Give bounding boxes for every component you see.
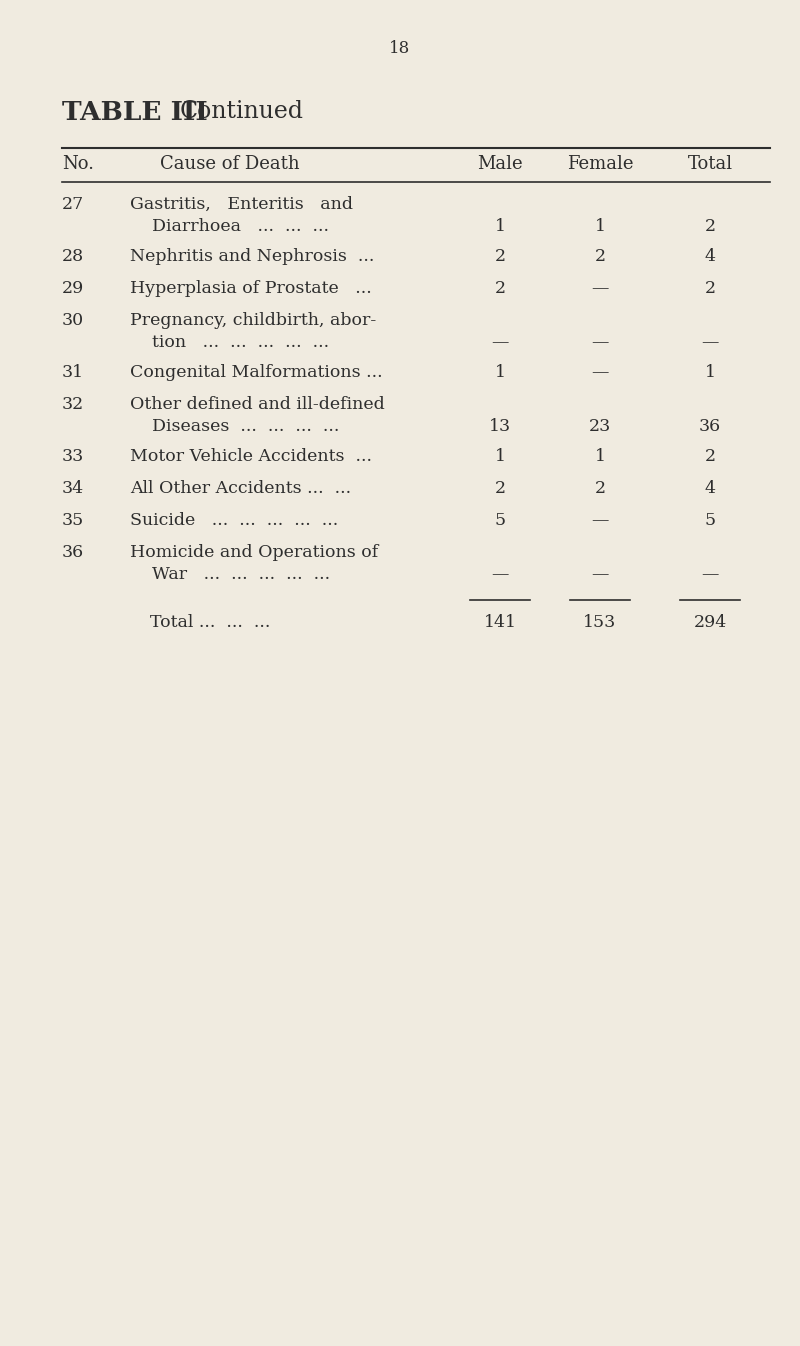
Text: 30: 30	[62, 312, 84, 328]
Text: 32: 32	[62, 396, 84, 413]
Text: 23: 23	[589, 419, 611, 435]
Text: 141: 141	[483, 614, 517, 631]
Text: War   ...  ...  ...  ...  ...: War ... ... ... ... ...	[130, 567, 330, 583]
Text: 2: 2	[494, 248, 506, 265]
Text: 36: 36	[62, 544, 84, 561]
Text: Total: Total	[687, 155, 733, 174]
Text: —: —	[702, 334, 718, 351]
Text: 294: 294	[694, 614, 726, 631]
Text: —: —	[591, 363, 609, 381]
Text: —: —	[702, 567, 718, 583]
Text: Female: Female	[566, 155, 634, 174]
Text: 2: 2	[494, 280, 506, 297]
Text: 1: 1	[594, 218, 606, 236]
Text: Total ...  ...  ...: Total ... ... ...	[150, 614, 270, 631]
Text: tion   ...  ...  ...  ...  ...: tion ... ... ... ... ...	[130, 334, 329, 351]
Text: —: —	[591, 280, 609, 297]
Text: 5: 5	[494, 511, 506, 529]
Text: 2: 2	[594, 481, 606, 497]
Text: TABLE III: TABLE III	[62, 100, 208, 125]
Text: 1: 1	[594, 448, 606, 464]
Text: Motor Vehicle Accidents  ...: Motor Vehicle Accidents ...	[130, 448, 372, 464]
Text: —: —	[491, 567, 509, 583]
Text: —: —	[491, 334, 509, 351]
Text: 2: 2	[705, 448, 715, 464]
Text: —: —	[591, 511, 609, 529]
Text: 2: 2	[705, 218, 715, 236]
Text: 2: 2	[705, 280, 715, 297]
Text: —: —	[591, 334, 609, 351]
Text: Gastritis,   Enteritis   and: Gastritis, Enteritis and	[130, 197, 353, 213]
Text: 28: 28	[62, 248, 84, 265]
Text: 29: 29	[62, 280, 84, 297]
Text: 36: 36	[699, 419, 721, 435]
Text: Nephritis and Nephrosis  ...: Nephritis and Nephrosis ...	[130, 248, 374, 265]
Text: Suicide   ...  ...  ...  ...  ...: Suicide ... ... ... ... ...	[130, 511, 338, 529]
Text: 18: 18	[390, 40, 410, 57]
Text: 2: 2	[594, 248, 606, 265]
Text: 1: 1	[494, 448, 506, 464]
Text: Homicide and Operations of: Homicide and Operations of	[130, 544, 378, 561]
Text: Cause of Death: Cause of Death	[160, 155, 300, 174]
Text: 4: 4	[705, 248, 715, 265]
Text: Male: Male	[477, 155, 523, 174]
Text: Congenital Malformations ...: Congenital Malformations ...	[130, 363, 382, 381]
Text: —: —	[591, 567, 609, 583]
Text: 153: 153	[583, 614, 617, 631]
Text: No.: No.	[62, 155, 94, 174]
Text: 5: 5	[705, 511, 715, 529]
Text: 1: 1	[494, 218, 506, 236]
Text: All Other Accidents ...  ...: All Other Accidents ... ...	[130, 481, 351, 497]
Text: 1: 1	[705, 363, 715, 381]
Text: Diarrhoea   ...  ...  ...: Diarrhoea ... ... ...	[130, 218, 329, 236]
Text: Hyperplasia of Prostate   ...: Hyperplasia of Prostate ...	[130, 280, 372, 297]
Text: 33: 33	[62, 448, 84, 464]
Text: Pregnancy, childbirth, abor-: Pregnancy, childbirth, abor-	[130, 312, 376, 328]
Text: 31: 31	[62, 363, 84, 381]
Text: Diseases  ...  ...  ...  ...: Diseases ... ... ... ...	[130, 419, 339, 435]
Text: 13: 13	[489, 419, 511, 435]
Text: 4: 4	[705, 481, 715, 497]
Text: Continued: Continued	[180, 100, 304, 122]
Text: 35: 35	[62, 511, 84, 529]
Text: 2: 2	[494, 481, 506, 497]
Text: 34: 34	[62, 481, 84, 497]
Text: 27: 27	[62, 197, 84, 213]
Text: Other defined and ill-defined: Other defined and ill-defined	[130, 396, 385, 413]
Text: 1: 1	[494, 363, 506, 381]
